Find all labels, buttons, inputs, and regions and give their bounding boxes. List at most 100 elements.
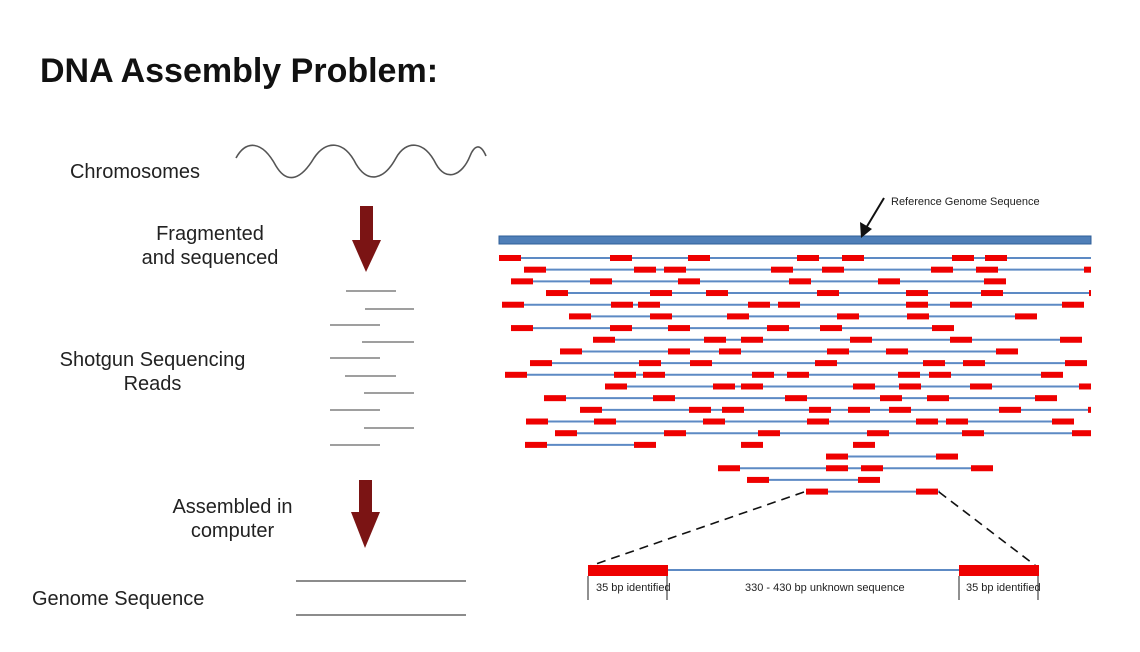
read-end-segment	[747, 476, 769, 483]
read-end-segment	[976, 266, 998, 273]
read-end-segment	[837, 313, 859, 320]
read-end-segment	[936, 453, 958, 460]
read-end-segment	[916, 418, 938, 425]
right-end-label: 35 bp identified	[966, 582, 1041, 594]
pointer-arrow-line	[865, 197, 885, 229]
read-end-segment	[985, 255, 1007, 261]
read-end-segment	[916, 488, 938, 495]
read-end-segment	[931, 266, 953, 273]
middle-label: 330 - 430 bp unknown sequence	[745, 582, 905, 594]
assembled-line-1: Assembled in	[172, 496, 293, 518]
read-end-segment	[858, 476, 880, 483]
read-end-segment	[748, 301, 770, 308]
read-end-segment	[634, 441, 656, 448]
read-end-segment	[605, 383, 627, 390]
read-end-segment	[767, 325, 789, 332]
read-end-segment	[778, 301, 800, 308]
zoom-line-left	[589, 491, 805, 567]
read-end-segment	[690, 360, 712, 367]
read-end-segment	[809, 406, 831, 413]
pointer-arrow-head	[860, 222, 872, 238]
read-end-segment	[722, 406, 744, 413]
read-end-segment	[1041, 371, 1063, 378]
reads-label: Shotgun Sequencing Reads	[40, 348, 265, 396]
read-end-segment	[981, 290, 1003, 297]
read-end-segment	[544, 395, 566, 402]
fragmented-label: Fragmented and sequenced	[125, 222, 295, 270]
arrow-down-icon	[351, 480, 380, 548]
slide-title: DNA Assembly Problem:	[40, 52, 439, 90]
read-end-segment	[1084, 266, 1091, 273]
read-end-segment	[952, 255, 974, 261]
read-end-segment	[611, 301, 633, 308]
read-end-segment	[689, 406, 711, 413]
shotgun-reads	[330, 290, 414, 446]
read-end-segment	[906, 301, 928, 308]
read-end-segment	[932, 325, 954, 332]
read-end-segment	[741, 441, 763, 448]
read-end-segment	[999, 406, 1021, 413]
read-end-segment	[820, 325, 842, 332]
read-end-segment	[650, 313, 672, 320]
read-end-segment	[664, 430, 686, 437]
read-end-segment	[1060, 336, 1082, 343]
read-end-segment	[827, 348, 849, 355]
read-end-segment	[741, 383, 763, 390]
fragmented-line-1: Fragmented	[156, 223, 264, 245]
read-end-segment	[907, 313, 929, 320]
reads-line-1: Shotgun Sequencing	[59, 349, 246, 371]
read-end-segment	[525, 441, 547, 448]
read-end-segment	[706, 290, 728, 297]
read-end-segment	[785, 395, 807, 402]
read-end-segment	[946, 418, 968, 425]
read-end-segment	[842, 255, 864, 261]
mapped-reads	[499, 255, 1091, 495]
fragmented-line-2: and sequenced	[141, 247, 279, 269]
read-end-segment	[688, 255, 710, 261]
read-end-segment	[984, 278, 1006, 285]
read-end-segment	[850, 336, 872, 343]
read-end-segment	[962, 430, 984, 437]
read-end-segment	[713, 383, 735, 390]
read-end-segment	[996, 348, 1018, 355]
read-end-segment	[638, 301, 660, 308]
reads-line-2: Reads	[123, 373, 182, 395]
read-end-segment	[826, 465, 848, 472]
zoom-line-right	[938, 491, 1037, 567]
chromosomes-label: Chromosomes	[60, 160, 210, 184]
read-end-left	[588, 565, 668, 576]
read-end-segment	[929, 371, 951, 378]
read-end-segment	[664, 266, 686, 273]
genome-sequence-label: Genome Sequence	[32, 587, 252, 611]
read-end-segment	[787, 371, 809, 378]
read-end-segment	[886, 348, 908, 355]
read-end-segment	[771, 266, 793, 273]
read-end-segment	[927, 395, 949, 402]
read-end-segment	[555, 430, 577, 437]
read-end-segment	[719, 348, 741, 355]
read-end-segment	[526, 418, 548, 425]
reference-genome-bar	[498, 235, 1092, 245]
read-end-segment	[826, 453, 848, 460]
read-end-segment	[639, 360, 661, 367]
read-end-segment	[505, 371, 527, 378]
read-end-segment	[741, 336, 763, 343]
zoomed-paired-read: 35 bp identified 330 - 430 bp unknown se…	[587, 565, 1041, 600]
read-end-segment	[502, 301, 524, 308]
read-end-segment	[1072, 430, 1091, 437]
read-end-segment	[580, 406, 602, 413]
chromosomes-text: Chromosomes	[69, 161, 201, 183]
read-end-segment	[1088, 406, 1091, 413]
read-end-segment	[815, 360, 837, 367]
read-end-segment	[853, 383, 875, 390]
read-end-segment	[971, 465, 993, 472]
read-end-segment	[878, 278, 900, 285]
read-end-segment	[593, 336, 615, 343]
read-end-segment	[499, 255, 521, 261]
read-end-segment	[867, 430, 889, 437]
read-end-segment	[1079, 383, 1091, 390]
read-end-segment	[634, 266, 656, 273]
read-end-segment	[703, 418, 725, 425]
assembled-line-2: computer	[190, 520, 275, 542]
